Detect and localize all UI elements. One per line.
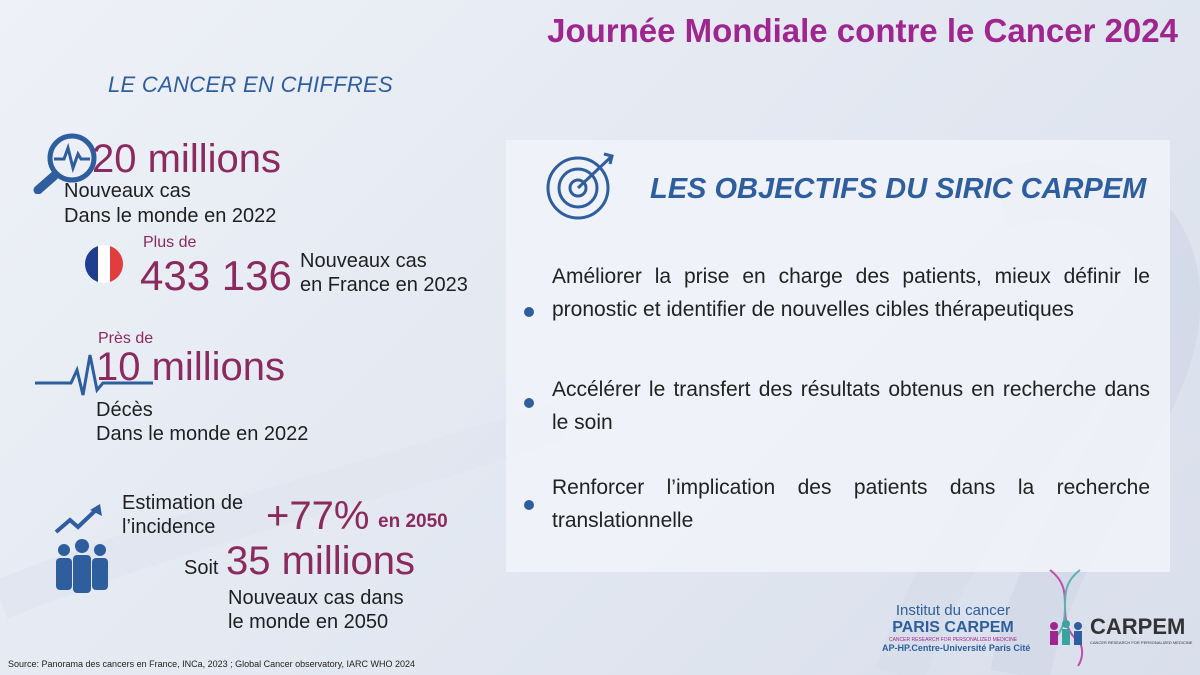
world-new-cases-label: Nouveaux cas: [64, 180, 191, 202]
projection-cases-year: le monde en 2050: [228, 611, 389, 633]
objective-item-3: Renforcer l’implication des patients dan…: [552, 476, 1150, 532]
world-new-cases-year: Dans le monde en 2022: [64, 205, 277, 227]
france-year: en France en 2023: [300, 274, 468, 296]
objective-bullet: [524, 398, 534, 408]
dna-helix-icon: [1049, 569, 1084, 667]
france-value: 433 136: [140, 252, 292, 299]
deaths-label: Décès: [96, 399, 153, 421]
heartbeat-line-icon: [35, 354, 153, 396]
deaths-year: Dans le monde en 2022: [96, 423, 309, 445]
population-growth-icon: [54, 504, 108, 593]
institut-logo-line2: PARIS CARPEM: [892, 619, 1014, 636]
projection-label-1: Estimation de: [122, 492, 244, 514]
institut-cancer-logo: Institut du cancer PARIS CARPEM CANCER R…: [882, 602, 1031, 653]
france-flag-icon: [85, 245, 123, 283]
institut-logo-affiliation: AP-HP.Centre-Université Paris Cité: [882, 643, 1031, 653]
deaths-value: 10 millions: [96, 345, 285, 389]
france-label: Nouveaux cas: [300, 250, 427, 272]
section-subtitle: LE CANCER EN CHIFFRES: [108, 72, 394, 97]
objectives-panel: [506, 140, 1170, 572]
projection-year: en 2050: [378, 511, 448, 532]
magnifier-pulse-icon: [33, 133, 97, 194]
page-title: Journée Mondiale contre le Cancer 2024: [547, 12, 1178, 49]
institut-logo-tagline: CANCER RESEARCH FOR PERSONALIZED MEDICIN…: [888, 637, 1018, 643]
target-icon: [546, 152, 614, 220]
carpem-logo-name: CARPEM: [1090, 614, 1186, 639]
objective-bullet: [524, 500, 534, 510]
objective-item-2: Accélérer le transfert des résultats obt…: [552, 378, 1150, 434]
projection-cases-label: Nouveaux cas dans: [228, 587, 404, 609]
carpem-logo-tagline: CANCER RESEARCH FOR PERSONALIZED MEDICIN…: [1090, 640, 1193, 645]
source-footnote: Source: Panorama des cancers en France, …: [8, 659, 416, 669]
projection-percent: +77%: [266, 494, 370, 538]
projection-soit: Soit: [184, 557, 219, 579]
institut-logo-line1: Institut du cancer: [895, 602, 1011, 619]
objective-bullet: [524, 307, 534, 317]
projection-label-2: l’incidence: [122, 516, 216, 538]
projection-cases-value: 35 millions: [226, 539, 415, 583]
france-prefix: Plus de: [143, 234, 197, 251]
deaths-prefix: Près de: [98, 330, 154, 347]
world-new-cases-value: 20 millions: [92, 137, 281, 181]
objectives-title: LES OBJECTIFS DU SIRIC CARPEM: [650, 173, 1147, 205]
objective-item-1: Améliorer la prise en charge des patient…: [552, 265, 1150, 321]
